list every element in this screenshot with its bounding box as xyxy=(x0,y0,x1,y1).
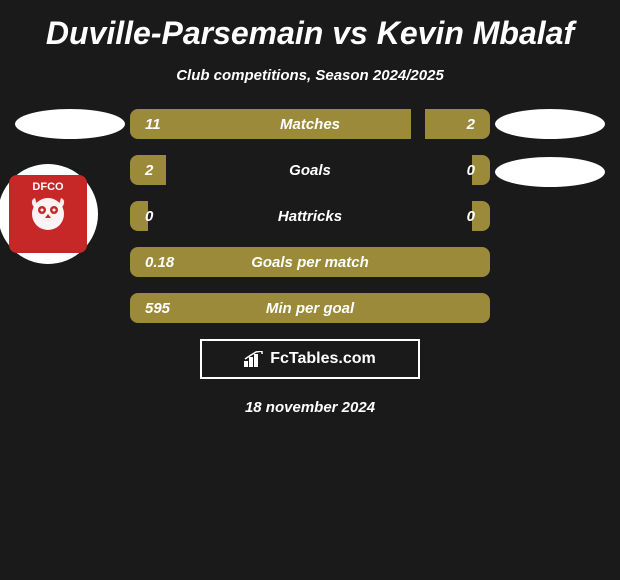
fctables-link[interactable]: FcTables.com xyxy=(200,339,420,379)
stat-row: 11Matches2 xyxy=(130,109,490,139)
player-right-badge-1 xyxy=(495,109,605,139)
badge-inner: DFCO xyxy=(9,175,87,253)
stat-row: 0Hattricks0 xyxy=(130,201,490,231)
date-text: 18 november 2024 xyxy=(10,399,610,416)
player-right-badge-2 xyxy=(495,157,605,187)
stat-value-right: 0 xyxy=(467,162,475,179)
stat-label: Matches xyxy=(130,116,490,133)
page-title: Duville-Parsemain vs Kevin Mbalaf xyxy=(10,15,610,52)
stats-area: DFCO 1 xyxy=(10,109,610,323)
stat-row: 2Goals0 xyxy=(130,155,490,185)
subtitle: Club competitions, Season 2024/2025 xyxy=(10,67,610,84)
stat-value-right: 2 xyxy=(467,116,475,133)
club-badge: DFCO xyxy=(0,164,98,264)
fctables-text: FcTables.com xyxy=(270,350,376,368)
stat-rows: 11Matches22Goals00Hattricks00.18Goals pe… xyxy=(130,109,490,323)
stat-label: Goals per match xyxy=(130,254,490,271)
stat-row: 595Min per goal xyxy=(130,293,490,323)
badge-circle: DFCO xyxy=(0,164,98,264)
player-left-badge-1 xyxy=(15,109,125,139)
chart-icon xyxy=(244,351,264,367)
stat-label: Min per goal xyxy=(130,300,490,317)
stat-row: 0.18Goals per match xyxy=(130,247,490,277)
stat-label: Goals xyxy=(130,162,490,179)
main-container: Duville-Parsemain vs Kevin Mbalaf Club c… xyxy=(0,0,620,426)
stat-value-right: 0 xyxy=(467,208,475,225)
owl-icon xyxy=(25,188,71,244)
stat-label: Hattricks xyxy=(130,208,490,225)
badge-text: DFCO xyxy=(32,181,63,193)
